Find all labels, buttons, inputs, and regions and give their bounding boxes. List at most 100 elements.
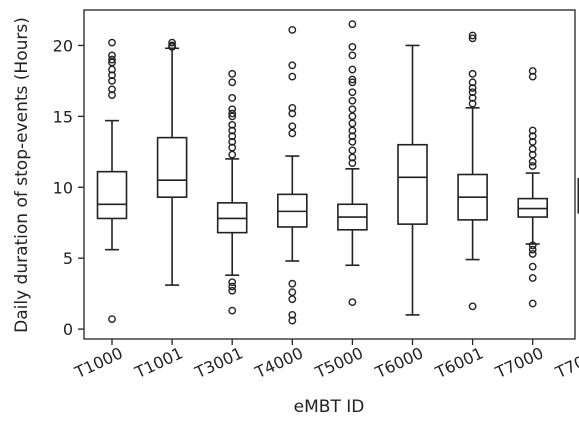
outlier-point [348,96,357,105]
outlier-point [228,78,237,87]
y-tick-label: 5 [63,249,73,268]
outlier-point [168,41,177,50]
outlier-point [468,99,477,108]
outlier-point [468,84,477,92]
outlier-point [108,55,116,64]
outlier-point [108,85,116,94]
outlier-point [108,51,116,60]
outlier-point [348,78,357,87]
outlier-point [348,112,357,121]
outlier-point [468,31,477,40]
box-t7000 [517,67,549,308]
outlier-point [228,105,237,114]
outlier-point [528,157,537,166]
iqr-box [397,143,428,225]
x-tick-label: T4000 [251,343,306,382]
outlier-point [228,94,237,102]
outlier-point [108,71,116,80]
outlier-point [528,72,537,81]
y-axis-label: Daily duration of stop-events (Hours) [12,17,32,333]
outlier-point [228,109,237,118]
outlier-point [228,132,237,141]
outlier-point [348,65,357,74]
box-t6000 [397,44,428,316]
x-tick-label: T6001 [432,343,487,382]
x-tick-label: T1000 [71,343,126,382]
outlier-point [288,316,297,325]
outlier-point [528,262,537,271]
outlier-point [528,241,537,250]
outlier-point [528,274,537,282]
y-tick-label: 15 [53,107,73,126]
outlier-point [228,69,237,78]
outlier-point [348,137,357,146]
iqr-box [156,136,188,198]
outlier-point [468,94,477,102]
x-tick-label: T3001 [191,343,246,382]
outlier-point [528,162,537,170]
iqr-box [96,170,128,220]
outlier-point [528,137,537,146]
outlier-point [288,25,297,34]
outlier-point [348,298,357,307]
outlier-point [228,306,237,315]
outlier-point [528,126,537,135]
outlier-point [348,75,357,84]
outlier-point [228,120,237,129]
outlier-point [288,61,297,70]
box-t3001 [216,69,248,315]
outlier-point [468,69,477,78]
outlier-point [168,38,177,47]
outlier-point [348,88,357,97]
x-axis: T1000 T1001 T3001 T4000 T5000 T6000 T6001 T7000… [71,339,579,382]
box-t1001 [156,38,188,286]
outlier-point [528,250,537,258]
plot-area [96,20,579,325]
outlier-point [228,137,237,146]
outlier-point [288,295,297,304]
box-t1000 [96,38,128,324]
outlier-point [528,245,537,254]
outlier-point [288,310,297,319]
x-tick-label: T7001 [552,343,579,382]
y-axis: 0 5 10 15 20 [53,36,84,339]
x-tick-label: T1001 [131,343,186,382]
outlier-point [348,51,357,60]
outlier-point [348,42,357,51]
outlier-point [288,129,297,138]
outlier-point [348,119,357,128]
y-tick-label: 10 [53,178,73,197]
outlier-point [348,146,357,155]
outlier-point [108,91,116,99]
x-tick-label: T5000 [311,343,366,382]
x-tick-label: T6000 [371,343,426,382]
outlier-point [348,20,357,29]
x-tick-label: T7000 [492,343,547,382]
outlier-point [468,34,477,43]
outlier-point [228,143,237,152]
outlier-point [108,38,116,47]
outlier-point [228,278,237,287]
outlier-point [348,159,357,168]
outlier-point [228,282,237,291]
outlier-point [348,132,357,141]
outlier-point [288,103,297,112]
outlier-point [228,286,237,295]
outlier-point [528,132,537,141]
box-t6001 [457,31,488,311]
outlier-point [288,288,297,297]
x-axis-label: eMBT ID [294,397,365,417]
outlier-point [288,72,297,81]
outlier-point [228,150,237,159]
outlier-point [228,126,237,135]
plot-frame [83,9,576,340]
outlier-point [288,109,297,118]
box-t5000 [337,20,368,307]
box-t4000 [276,25,308,325]
y-tick-label: 0 [63,320,73,339]
y-tick-label: 20 [53,36,73,55]
outlier-point [468,88,477,97]
outlier-point [468,302,477,311]
outlier-point [528,67,537,75]
